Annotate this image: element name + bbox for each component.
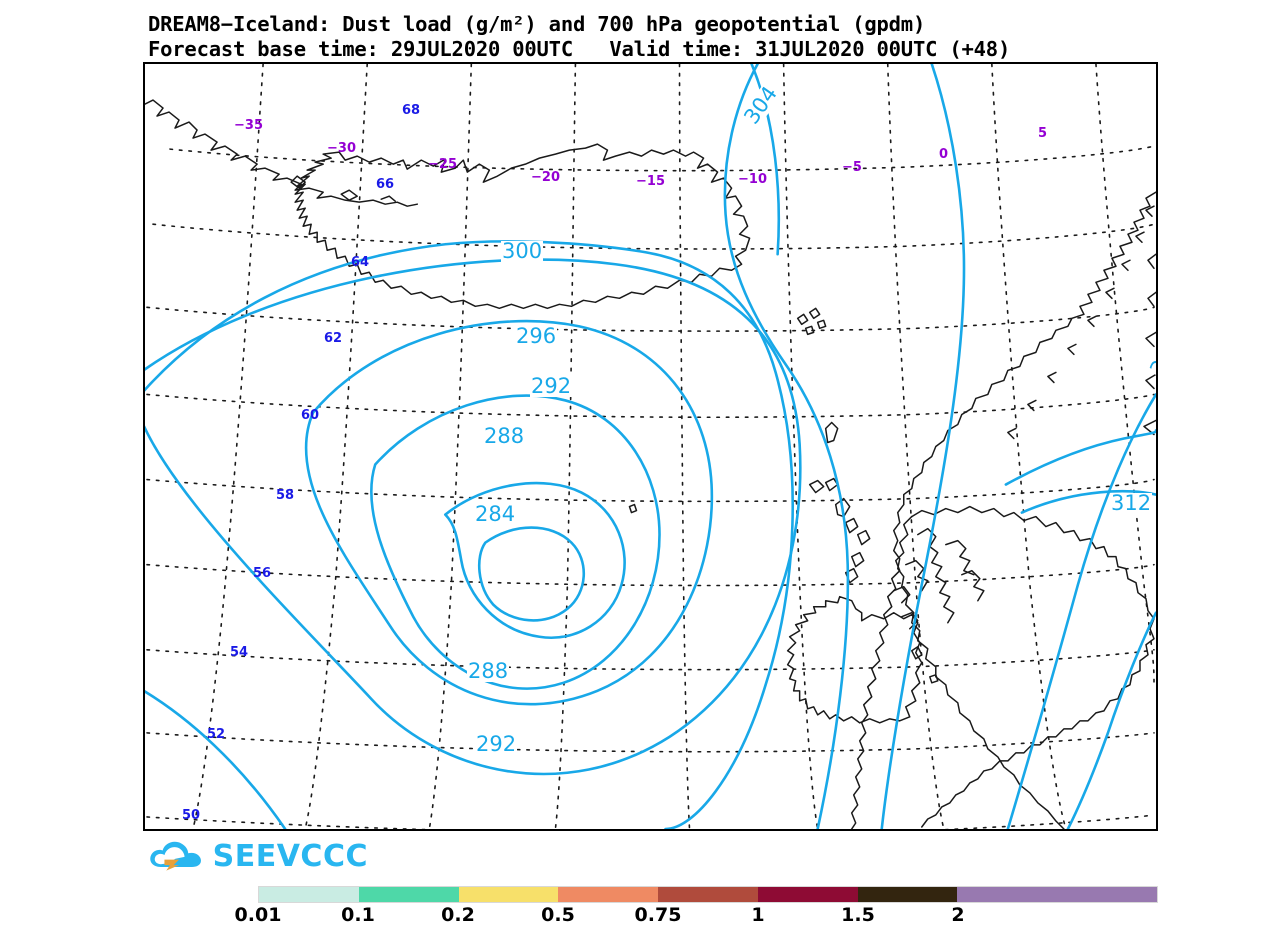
norway-coast xyxy=(892,191,1156,829)
longitude-label: −25 xyxy=(428,157,457,172)
contour-label: 296 xyxy=(515,324,558,348)
colorbar-segment xyxy=(658,887,758,902)
longitude-label: 0 xyxy=(939,147,949,162)
longitude-label: −10 xyxy=(738,172,767,187)
longitude-label: 5 xyxy=(1038,126,1048,141)
contour-284 xyxy=(443,481,626,640)
latitude-label: 68 xyxy=(402,103,421,118)
contour-extra-1 xyxy=(145,690,287,829)
latitude-label: 62 xyxy=(324,331,343,346)
contour-label: 312 xyxy=(1110,491,1153,515)
map-panel[interactable]: 68 66 64 62 60 58 56 54 52 50 −35 −30 −25 −20 −15 −10−… xyxy=(143,62,1158,831)
contour-300 xyxy=(145,240,795,829)
contour-label: 288 xyxy=(483,424,526,448)
chart-title-block: DREAM8−Iceland: Dust load (g/m²) and 700… xyxy=(148,12,1278,62)
colorbar-tick: 1 xyxy=(751,904,765,926)
faroe-islands xyxy=(796,313,809,326)
latitude-label: 58 xyxy=(276,488,295,503)
contour-label: 292 xyxy=(475,732,518,756)
contour-label: 288 xyxy=(467,659,510,683)
longitude-label: −20 xyxy=(531,170,560,185)
longitude-label: −5 xyxy=(842,160,862,175)
latitude-label: 60 xyxy=(301,408,320,423)
colorbar-gradient xyxy=(258,886,1158,903)
hebrides-4 xyxy=(850,551,865,568)
colorbar-tick-labels: 0.01 0.1 0.2 0.5 0.75 1 1.5 2 xyxy=(235,903,1158,926)
colorbar-segment xyxy=(358,887,459,902)
ireland-coast xyxy=(786,595,923,724)
faroe-islands-3 xyxy=(804,325,815,336)
dust-load-colorbar[interactable]: 0.01 0.1 0.2 0.5 0.75 1 1.5 2 xyxy=(235,886,1158,926)
contour-316 xyxy=(1066,611,1156,829)
contour-312-label-line xyxy=(1020,489,1156,514)
contour-312 xyxy=(1006,393,1156,829)
cloud-logo-icon xyxy=(150,841,201,871)
latitude-label: 52 xyxy=(207,727,226,742)
latitude-label: 56 xyxy=(253,566,272,581)
graticule-layer xyxy=(146,64,1155,829)
title-line-1: DREAM8−Iceland: Dust load (g/m²) and 700… xyxy=(148,12,926,36)
faroe-islands-2 xyxy=(808,307,821,320)
colorbar-segment xyxy=(259,887,359,902)
great-britain-coast xyxy=(911,505,1155,828)
latitude-label: 54 xyxy=(230,645,249,660)
coastline-layer xyxy=(145,99,1156,829)
isle-of-man xyxy=(911,646,923,660)
hebrides-2 xyxy=(844,517,859,534)
colorbar-segment xyxy=(1057,887,1158,902)
colorbar-segment xyxy=(558,887,659,902)
colorbar-segment xyxy=(857,887,958,902)
orkney-islands xyxy=(808,479,825,494)
colorbar-tick: 1.5 xyxy=(841,904,875,926)
contour-304 xyxy=(723,64,850,829)
latitude-label: 66 xyxy=(376,177,395,192)
colorbar-tick: 0.5 xyxy=(541,904,575,926)
anglesey xyxy=(929,674,939,684)
colorbar-tick: 0.01 xyxy=(234,904,282,926)
title-line-2: Forecast base time: 29JUL2020 00UTC Vali… xyxy=(148,37,1011,61)
colorbar-segment xyxy=(957,887,1058,902)
seevccc-logo[interactable]: SEEVCCC xyxy=(148,834,368,878)
colorbar-tick: 0.2 xyxy=(441,904,475,926)
colorbar-tick: 2 xyxy=(951,904,965,926)
contour-308-left xyxy=(880,64,966,829)
latitude-label: 64 xyxy=(351,255,370,270)
colorbar-tick: 0.1 xyxy=(341,904,375,926)
hebrides-3 xyxy=(856,529,871,546)
contour-label: 300 xyxy=(501,239,544,263)
hebrides-1 xyxy=(834,497,851,518)
contour-label: 292 xyxy=(530,374,573,398)
colorbar-segment xyxy=(757,887,858,902)
longitude-label: −15 xyxy=(636,174,665,189)
longitude-label: −30 xyxy=(327,141,356,156)
faroe-islands-4 xyxy=(816,319,827,330)
longitude-label: −35 xyxy=(234,118,263,133)
latitude-label: 50 xyxy=(182,808,201,823)
contour-292 xyxy=(304,319,714,706)
logo-text: SEEVCCC xyxy=(212,838,368,874)
iceland-coast xyxy=(294,143,751,310)
contour-296 xyxy=(145,258,802,776)
colorbar-segment xyxy=(458,887,559,902)
contour-308-norway xyxy=(1004,429,1156,486)
contour-label: 284 xyxy=(474,502,517,526)
shetland-islands xyxy=(824,421,839,444)
colorbar-tick: 0.75 xyxy=(634,904,682,926)
faroe-islands-5 xyxy=(628,503,638,514)
greenland-coast xyxy=(145,99,419,207)
contour-284-inner xyxy=(477,526,585,622)
